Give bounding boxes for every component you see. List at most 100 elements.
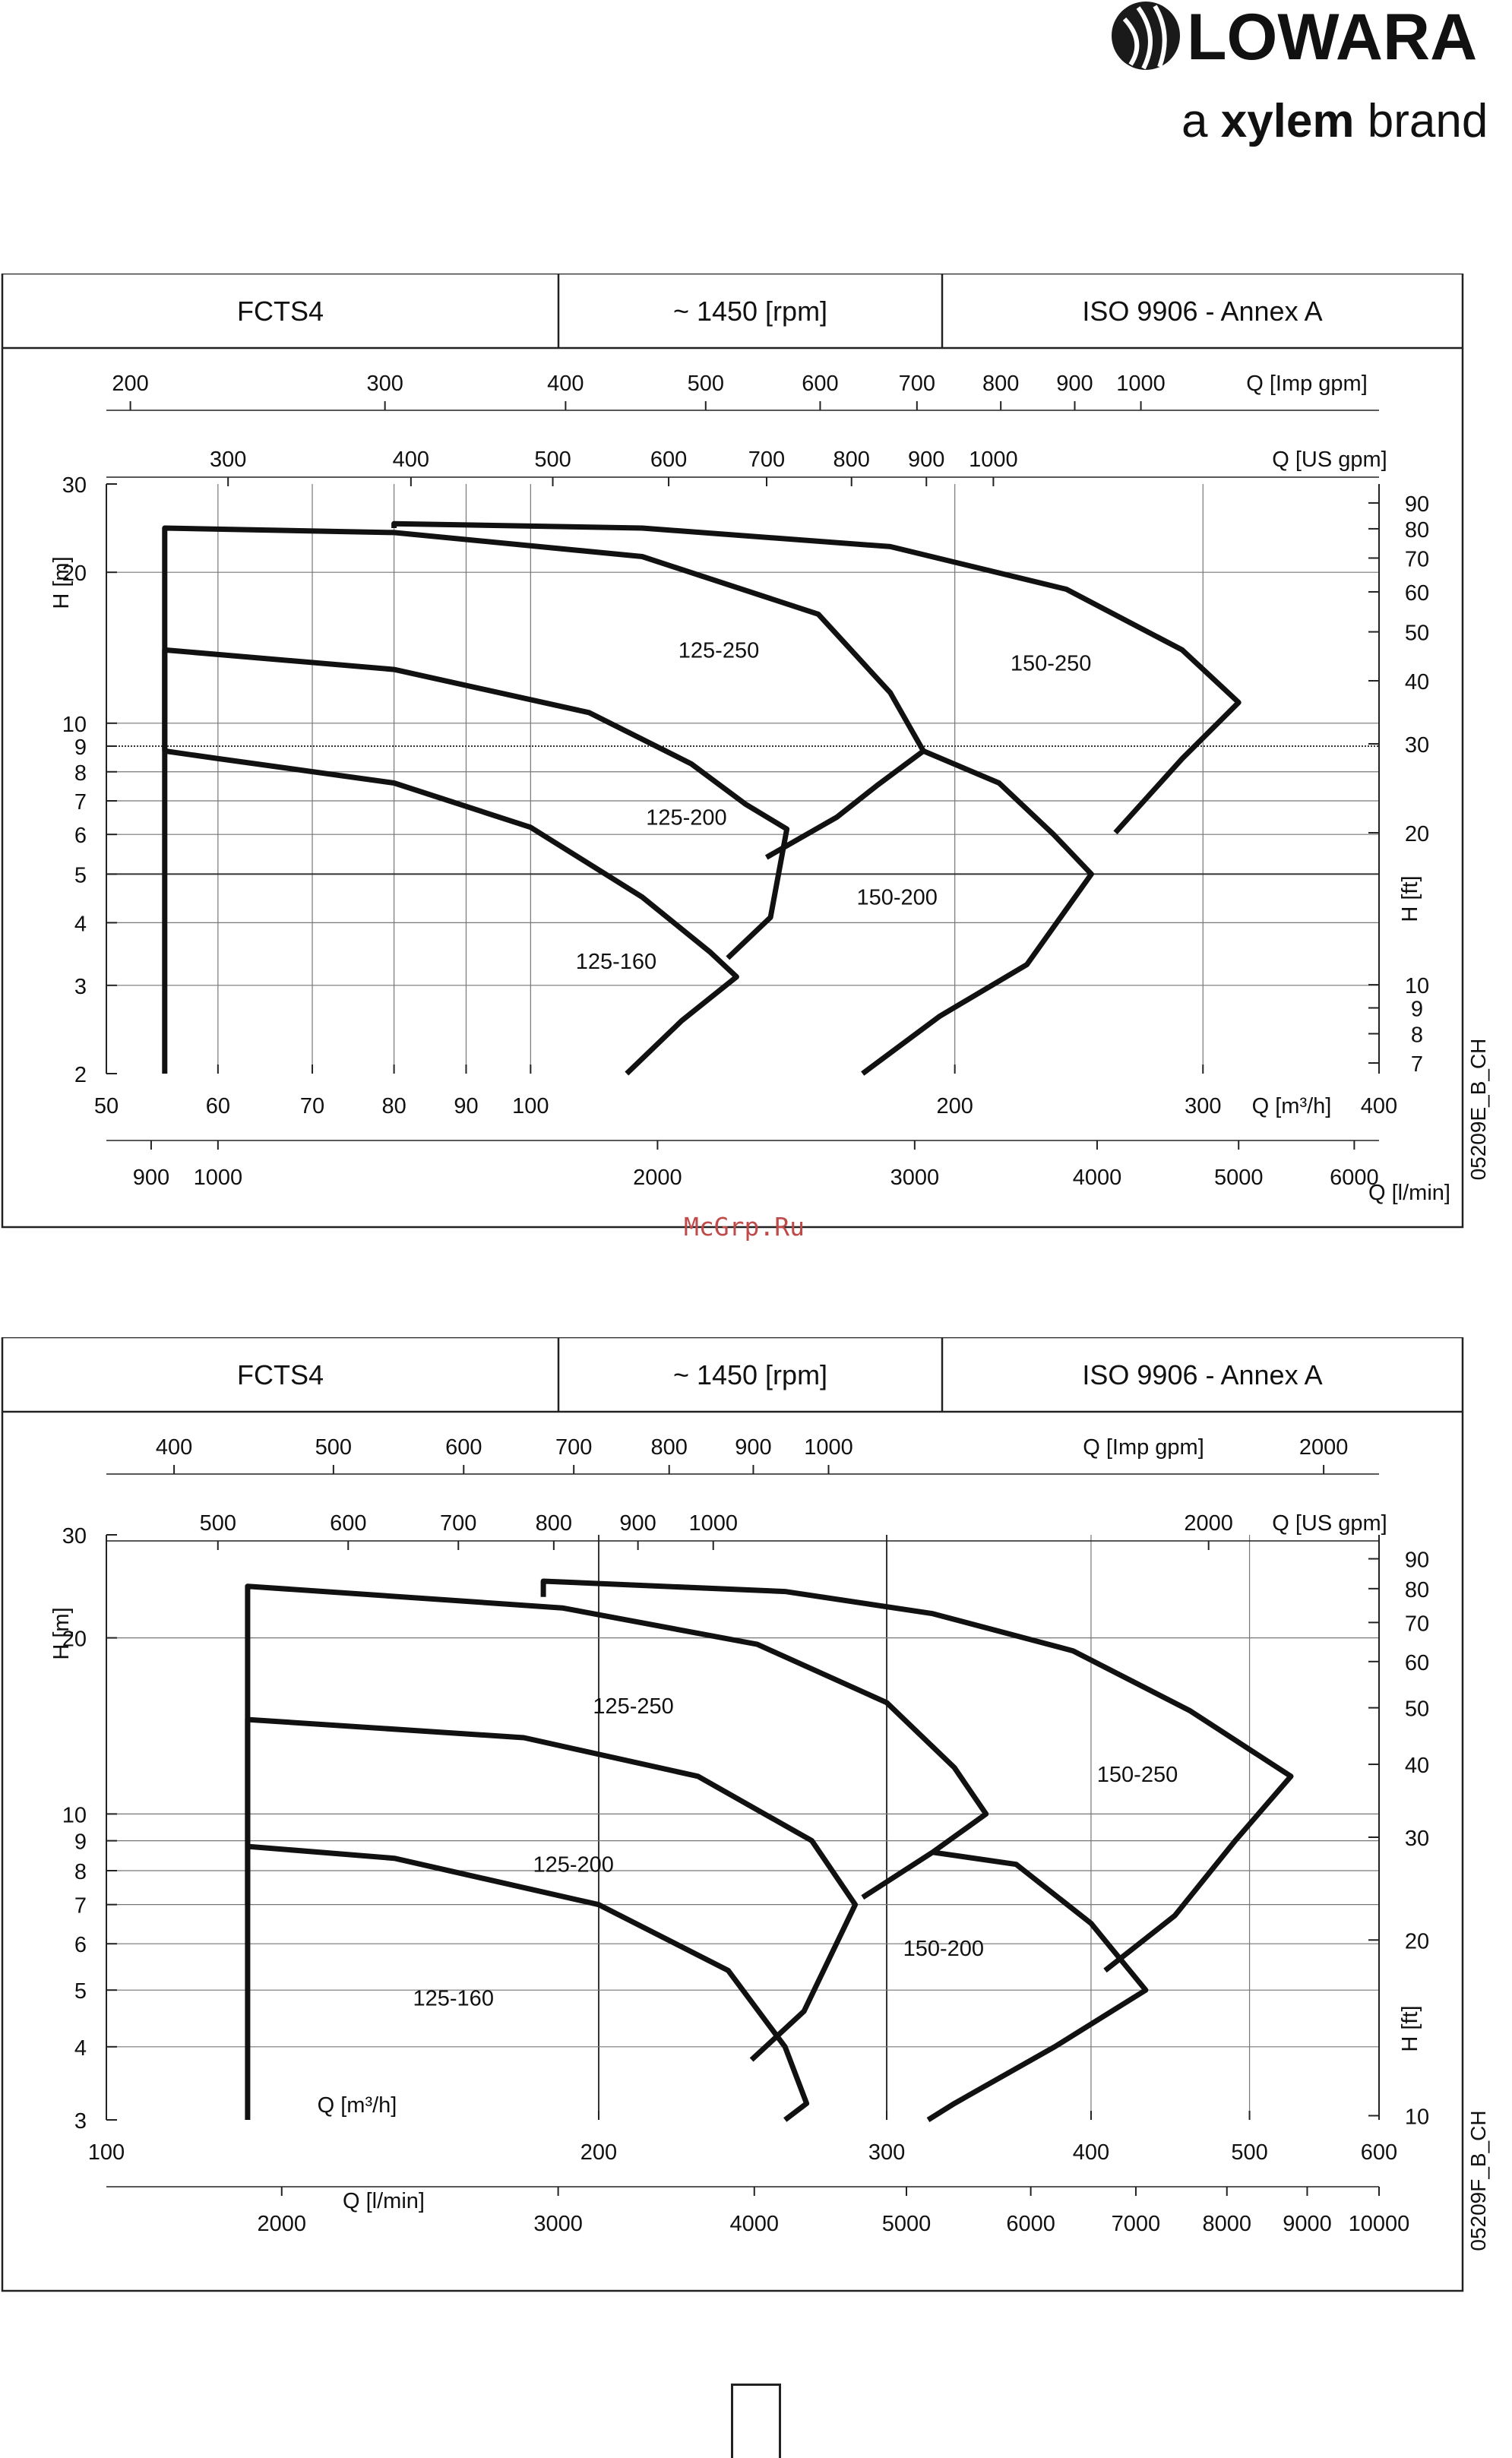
y2-tick-label: 10 (1405, 2105, 1429, 2129)
imp-tick-label: 300 (366, 372, 403, 396)
series-label-150-250: 150-250 (1097, 1763, 1178, 1787)
lmin-tick-label: 7000 (1112, 2212, 1161, 2236)
imp-tick-label: 900 (735, 1435, 771, 1460)
x-tick-label: 70 (300, 1094, 324, 1118)
series-125-250 (245, 1583, 989, 1905)
lmin-tick-label: 4000 (1073, 1166, 1122, 1190)
series-125-250 (162, 525, 926, 860)
x-tick-label: 80 (381, 1094, 406, 1118)
y-tick-label: 8 (74, 1860, 87, 1884)
x-tick-label: 600 (1361, 2140, 1397, 2165)
y2-tick-label: 50 (1405, 622, 1429, 646)
y-tick-label: 9 (74, 736, 87, 760)
y2-tick-label: 90 (1405, 1549, 1429, 1573)
series-125-160 (162, 748, 739, 1076)
us-tick-label: 900 (619, 1511, 656, 1536)
us-tick-label: 600 (650, 448, 687, 472)
y-tick-label: 10 (62, 713, 87, 737)
header-model: FCTS4 (237, 296, 324, 327)
y-tick-label: 9 (74, 1830, 87, 1855)
x-tick-label: 300 (1185, 1094, 1221, 1118)
x-tick-label: 400 (1361, 1094, 1397, 1118)
imp-tick-label: 900 (1056, 372, 1093, 396)
chart-frame (1, 274, 1464, 1229)
x-tick-label: 100 (512, 1094, 549, 1118)
imp-tick-label: 1000 (1116, 372, 1166, 396)
imp-tick-label: 800 (651, 1435, 688, 1460)
chart-code: 05209E_B_CH (1466, 1039, 1490, 1181)
y-tick-label: 30 (62, 1524, 87, 1549)
lmin-tick-label: 8000 (1203, 2212, 1252, 2236)
y-tick-label: 6 (74, 1933, 87, 1957)
series-label-125-200: 125-200 (533, 1853, 613, 1878)
y2-tick-label: 10 (1405, 974, 1429, 998)
y-tick-label: 4 (74, 2036, 87, 2061)
series-125-200 (245, 1716, 859, 2062)
y2-tick-label: 8 (1411, 1023, 1423, 1047)
lmin-tick-label: 5000 (882, 2212, 932, 2236)
lmin-tick-label: 10000 (1349, 2212, 1410, 2236)
imp-tick-label: 600 (802, 372, 838, 396)
us-axis-label: Q [US gpm] (1272, 1511, 1387, 1536)
series-150-200 (861, 748, 1094, 1076)
y-tick-label: 6 (74, 824, 87, 848)
imp-axis-label: Q [Imp gpm] (1246, 372, 1368, 396)
us-tick-label: 900 (908, 448, 944, 472)
y-tick-label: 10 (62, 1803, 87, 1827)
us-tick-label: 700 (748, 448, 785, 472)
header-model: FCTS4 (237, 1359, 324, 1390)
imp-tick-label: 1000 (804, 1435, 853, 1460)
y2-tick-label: 40 (1405, 670, 1429, 694)
y-tick-label: 2 (74, 1063, 87, 1087)
series-label-125-200: 125-200 (646, 805, 726, 830)
series-150-250 (540, 1578, 1294, 1973)
y-axis-label: H [m] (49, 556, 74, 609)
series-label-150-250: 150-250 (1011, 651, 1091, 675)
y2-tick-label: 70 (1405, 1612, 1429, 1636)
us-tick-label: 1000 (688, 1511, 738, 1536)
series-label-125-250: 125-250 (679, 638, 759, 663)
logo-graphic: LOWARA a xylem brand (1112, 1, 1488, 147)
x-tick-label: 60 (206, 1094, 230, 1118)
imp-tick-label: 700 (899, 372, 935, 396)
us-tick-label: 700 (440, 1511, 476, 1536)
x-tick-label: 500 (1231, 2140, 1267, 2165)
lmin-axis-label: Q [l/min] (1368, 1181, 1450, 1205)
y2-tick-label: 80 (1405, 518, 1429, 543)
series-label-150-200: 150-200 (903, 1937, 984, 1961)
us-tick-label: 500 (534, 448, 571, 472)
lmin-tick-label: 900 (133, 1166, 169, 1190)
us-tick-label: 300 (210, 448, 246, 472)
y2-tick-label: 30 (1405, 733, 1429, 758)
y-tick-label: 3 (74, 975, 87, 999)
imp-tick-label: 200 (112, 372, 148, 396)
y2-tick-label: 60 (1405, 1651, 1429, 1675)
y2-tick-label: 70 (1405, 547, 1429, 571)
y-tick-label: 20 (62, 1628, 87, 1652)
x-tick-label: 200 (580, 2140, 617, 2165)
imp-tick-label: 400 (547, 372, 584, 396)
x-tick-label: 200 (936, 1094, 973, 1118)
lowara-logo: LOWARA a xylem brand (1109, 0, 1512, 160)
brand-tagline: a xylem brand (1181, 95, 1488, 147)
us-tick-label: 400 (393, 448, 429, 472)
brand-name: LOWARA (1187, 1, 1477, 74)
x-tick-label: 50 (94, 1094, 119, 1118)
chart-frame (1, 1337, 1464, 2292)
chart-code: 05209F_B_CH (1466, 2110, 1490, 2251)
lmin-tick-label: 2000 (633, 1166, 682, 1190)
series-125-160 (245, 1843, 810, 2122)
lmin-tick-label: 3000 (533, 2212, 583, 2236)
y-tick-label: 7 (74, 1894, 87, 1919)
header-speed: ~ 1450 [rpm] (673, 296, 827, 327)
lmin-axis-label: Q [l/min] (343, 2189, 425, 2213)
y-axis-label: H [m] (49, 1607, 74, 1659)
series-label-125-160: 125-160 (413, 1986, 494, 2010)
x-axis-label: Q [m³/h] (1252, 1094, 1332, 1118)
us-tick-label: 1000 (969, 448, 1018, 472)
y-tick-label: 8 (74, 761, 87, 786)
page-number-box (731, 2384, 781, 2458)
y2-tick-label: 20 (1405, 1929, 1429, 1953)
us-tick-label: 2000 (1184, 1511, 1233, 1536)
us-tick-label: 800 (536, 1511, 572, 1536)
